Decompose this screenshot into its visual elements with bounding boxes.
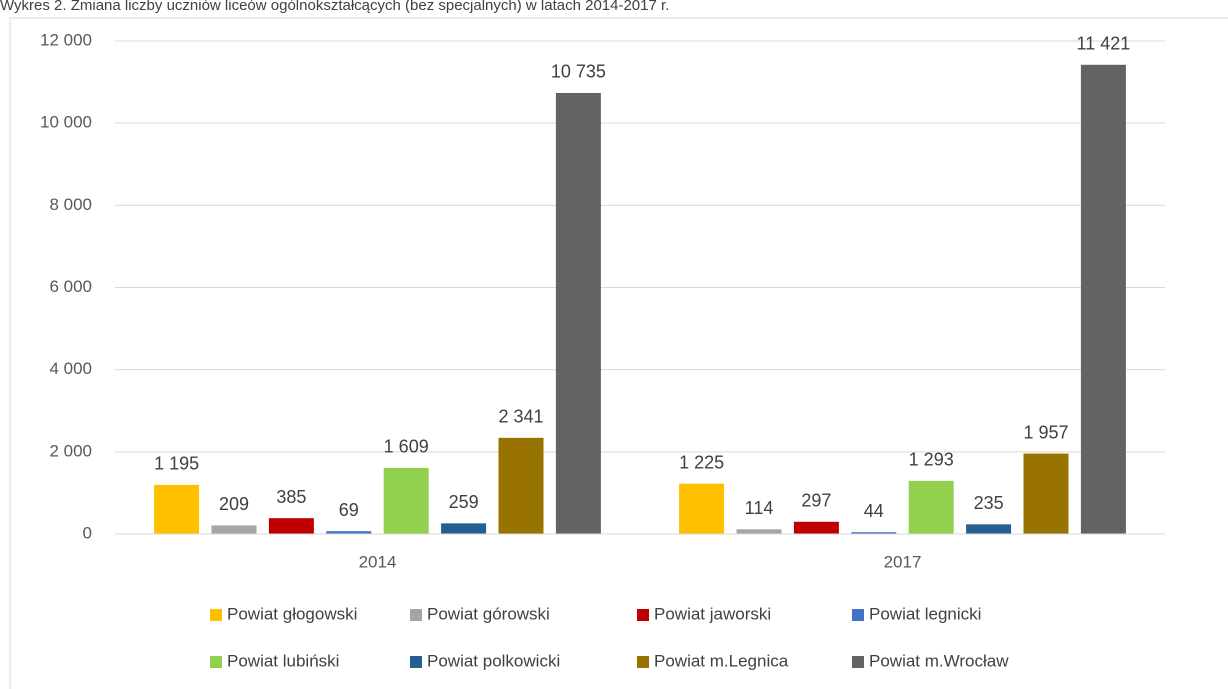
data-label: 1 293 [909,450,954,470]
legend-swatch [852,609,864,621]
legend-swatch [637,609,649,621]
bar [326,531,372,534]
y-tick-label: 6 000 [49,277,92,296]
y-tick-label: 8 000 [49,195,92,214]
legend-label: Powiat jaworski [654,604,771,623]
bar [555,92,601,535]
data-label: 209 [219,494,249,514]
chart-title: Wykres 2. Zmiana liczby uczniów liceów o… [0,0,669,14]
legend-swatch [210,609,222,621]
y-tick-label: 10 000 [40,113,92,132]
x-tick-label: 2017 [884,552,922,571]
y-tick-label: 4 000 [49,359,92,378]
legend-label: Powiat górowski [427,604,550,623]
legend-label: Powiat polkowicki [427,651,560,670]
legend-swatch [210,656,222,668]
bar [966,524,1012,534]
data-label: 385 [276,487,306,507]
legend-label: Powiat m.Wrocław [869,651,1009,670]
data-label: 10 735 [551,62,606,82]
bar [793,521,839,534]
y-tick-label: 0 [83,523,92,542]
legend-swatch [852,656,864,668]
bar [154,484,200,534]
data-label: 69 [339,500,359,520]
data-label: 1 195 [154,454,199,474]
legend-label: Powiat m.Legnica [654,651,789,670]
bar [383,467,429,534]
data-label: 2 341 [498,407,543,427]
legend-label: Powiat głogowski [227,604,357,623]
data-label: 44 [864,501,884,521]
legend-swatch [637,656,649,668]
bar [908,480,954,534]
data-label: 259 [449,492,479,512]
bar [211,525,257,534]
bar [498,437,544,534]
legend-swatch [410,609,422,621]
bar [1023,453,1069,534]
legend-label: Powiat legnicki [869,604,981,623]
legend-swatch [410,656,422,668]
bar [679,483,725,534]
chart-frame [9,17,1228,689]
data-label: 297 [801,491,831,511]
bar [851,532,897,534]
bar [1080,64,1126,535]
data-label: 1 957 [1023,422,1068,442]
x-tick-label: 2014 [359,552,397,571]
y-tick-label: 2 000 [49,441,92,460]
data-label: 235 [974,493,1004,513]
legend-label: Powiat lubiński [227,651,339,670]
bar [441,523,487,534]
data-label: 1 609 [384,437,429,457]
bar [736,529,782,534]
bar [268,518,314,534]
data-label: 114 [745,498,774,518]
data-label: 11 421 [1077,34,1131,54]
y-tick-label: 12 000 [40,30,92,49]
data-label: 1 225 [679,452,724,472]
